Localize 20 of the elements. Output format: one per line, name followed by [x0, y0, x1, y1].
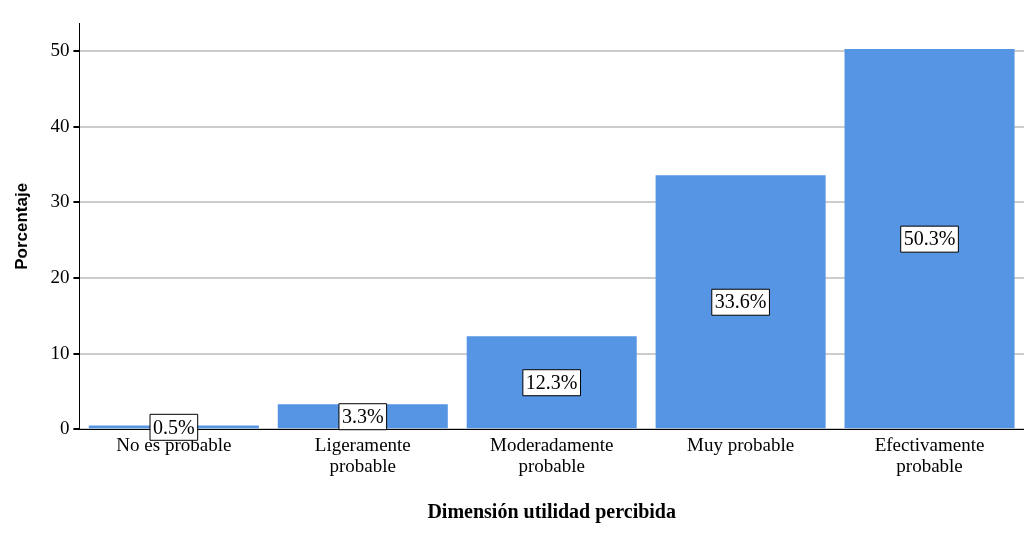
x-tick-label: Muy probable — [687, 433, 795, 455]
data-label: 12.3% — [525, 370, 578, 393]
x-axis-title: Dimensión utilidad percibida — [427, 500, 676, 524]
data-label: 3.3% — [341, 404, 384, 427]
data-label: 0.5% — [153, 415, 195, 438]
x-tick-label: Ligeramente probable — [314, 433, 411, 476]
x-tick-label: Efectivamente probable — [874, 433, 985, 476]
y-tick-label: 10 — [50, 341, 70, 363]
bar — [466, 336, 637, 429]
y-tick-label: 20 — [50, 266, 70, 288]
y-tick-label: 0 — [59, 417, 70, 439]
y-tick-label: 40 — [50, 114, 70, 136]
bar — [844, 49, 1015, 429]
data-label: 33.6% — [714, 290, 767, 313]
y-tick-label: 30 — [50, 190, 70, 212]
y-tick-label: 50 — [50, 39, 70, 61]
x-tick-label: Moderadamente probable — [489, 433, 614, 476]
y-axis-title: Porcentaje — [11, 182, 31, 270]
data-label: 50.3% — [903, 227, 956, 250]
bar — [655, 175, 826, 429]
